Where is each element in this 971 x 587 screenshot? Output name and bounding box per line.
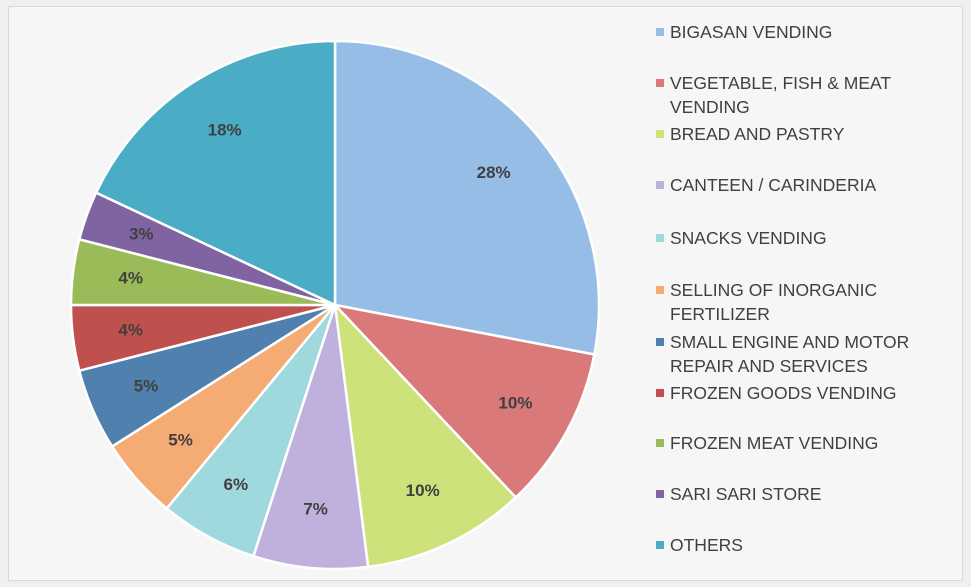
legend-label: BREAD AND PASTRY — [670, 124, 845, 144]
legend-label: SARI SARI STORE — [670, 484, 822, 504]
legend-swatch — [656, 338, 664, 346]
legend-label: OTHERS — [670, 535, 743, 555]
data-label: 18% — [208, 121, 242, 140]
legend-swatch — [656, 234, 664, 242]
legend-label: SMALL ENGINE AND MOTOR REPAIR AND SERVIC… — [670, 332, 910, 376]
legend-label: BIGASAN VENDING — [670, 22, 833, 42]
data-label: 6% — [224, 475, 249, 494]
legend-swatch — [656, 490, 664, 498]
legend-item: CANTEEN / CARINDERIA — [656, 173, 956, 197]
legend-swatch — [656, 28, 664, 36]
legend-swatch — [656, 541, 664, 549]
data-label: 10% — [498, 394, 532, 413]
legend-swatch — [656, 130, 664, 138]
legend-swatch — [656, 286, 664, 294]
legend-label: FROZEN MEAT VENDING — [670, 433, 879, 453]
legend-item: OTHERS — [656, 533, 956, 557]
legend-swatch — [656, 439, 664, 447]
data-label: 5% — [168, 431, 193, 450]
legend-swatch — [656, 181, 664, 189]
legend-swatch — [656, 389, 664, 397]
legend-item: SNACKS VENDING — [656, 226, 956, 250]
pie-slice — [333, 39, 601, 356]
legend-item: SELLING OF INORGANIC FERTILIZER — [656, 278, 956, 326]
legend-label: SELLING OF INORGANIC FERTILIZER — [670, 280, 878, 324]
legend-item: BREAD AND PASTRY — [656, 122, 956, 146]
legend-item: SARI SARI STORE — [656, 482, 956, 506]
data-label: 5% — [134, 376, 159, 395]
legend-label: CANTEEN / CARINDERIA — [670, 175, 877, 195]
data-label: 7% — [303, 499, 328, 518]
data-label: 28% — [477, 163, 511, 182]
legend-item: SMALL ENGINE AND MOTOR REPAIR AND SERVIC… — [656, 330, 956, 378]
pie-slice — [331, 303, 596, 500]
legend-label: SNACKS VENDING — [670, 228, 827, 248]
data-label: 4% — [118, 269, 143, 288]
legend-swatch — [656, 79, 664, 87]
legend-label: FROZEN GOODS VENDING — [670, 383, 897, 403]
pie-slice — [251, 304, 370, 571]
legend-item: BIGASAN VENDING — [656, 20, 956, 44]
data-label: 10% — [406, 481, 440, 500]
data-label: 3% — [129, 225, 154, 244]
data-label: 4% — [118, 320, 143, 339]
legend-item: FROZEN MEAT VENDING — [656, 431, 956, 455]
pie-slice — [333, 301, 518, 569]
pie-slice — [94, 39, 337, 307]
legend-item: FROZEN GOODS VENDING — [656, 381, 956, 405]
legend-item: VEGETABLE, FISH & MEAT VENDING — [656, 71, 956, 119]
legend-label: VEGETABLE, FISH & MEAT VENDING — [670, 73, 891, 117]
